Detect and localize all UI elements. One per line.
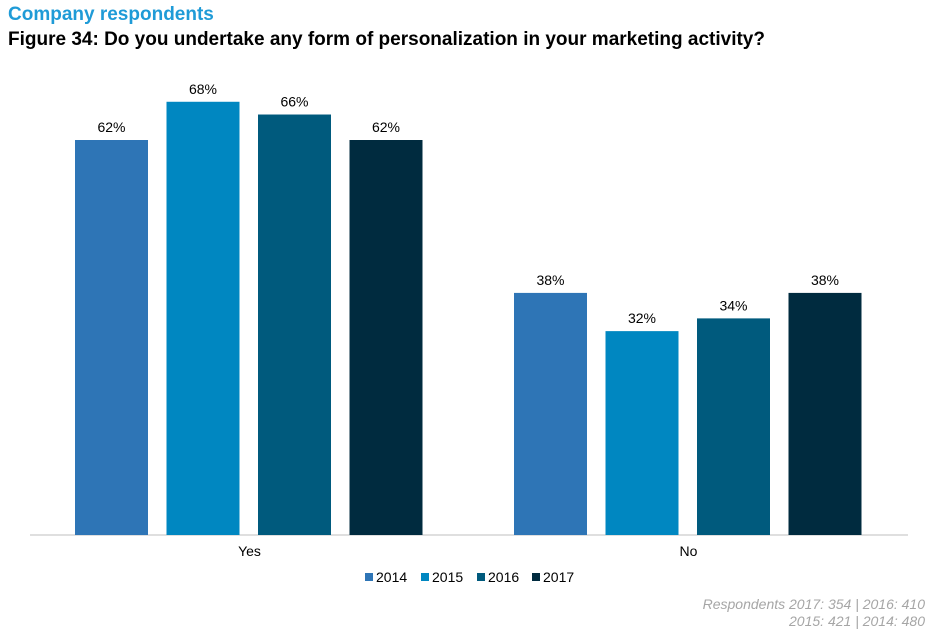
respondents-line-2: 2015: 421 | 2014: 480 [789,613,925,629]
data-label: 68% [189,81,217,97]
legend-label-2016: 2016 [488,569,519,585]
legend-swatch-2016 [477,573,485,581]
bar-yes-2016 [258,114,331,536]
data-label: 32% [628,310,656,326]
bar-yes-2015 [166,101,240,535]
respondents-line-1: Respondents 2017: 354 | 2016: 410 [702,596,925,612]
legend-swatch-2017 [532,573,540,581]
legend-swatch-2014 [365,573,373,581]
bar-no-2016 [697,318,770,535]
respondents-note: Respondents 2017: 354 | 2016: 410 2015: … [703,596,925,630]
bar-yes-2014 [75,140,148,535]
legend-label-2014: 2014 [376,569,407,585]
data-label: 66% [280,94,308,110]
chart-subtitle: Company respondents [8,4,214,25]
data-label: 38% [811,272,839,288]
legend-label-2017: 2017 [543,569,574,585]
legend-swatch-2015 [421,573,429,581]
data-label: 62% [97,119,125,135]
data-label: 38% [536,272,564,288]
bar-yes-2017 [349,140,423,535]
bar-no-2015 [605,331,679,535]
x-tick-label: No [680,543,698,559]
bar-no-2017 [788,292,862,535]
bar-no-2014 [514,292,587,535]
data-label: 62% [372,119,400,135]
data-label: 34% [719,297,747,313]
chart-title: Figure 34: Do you undertake any form of … [8,29,765,50]
legend-label-2015: 2015 [432,569,463,585]
x-tick-label: Yes [238,543,261,559]
